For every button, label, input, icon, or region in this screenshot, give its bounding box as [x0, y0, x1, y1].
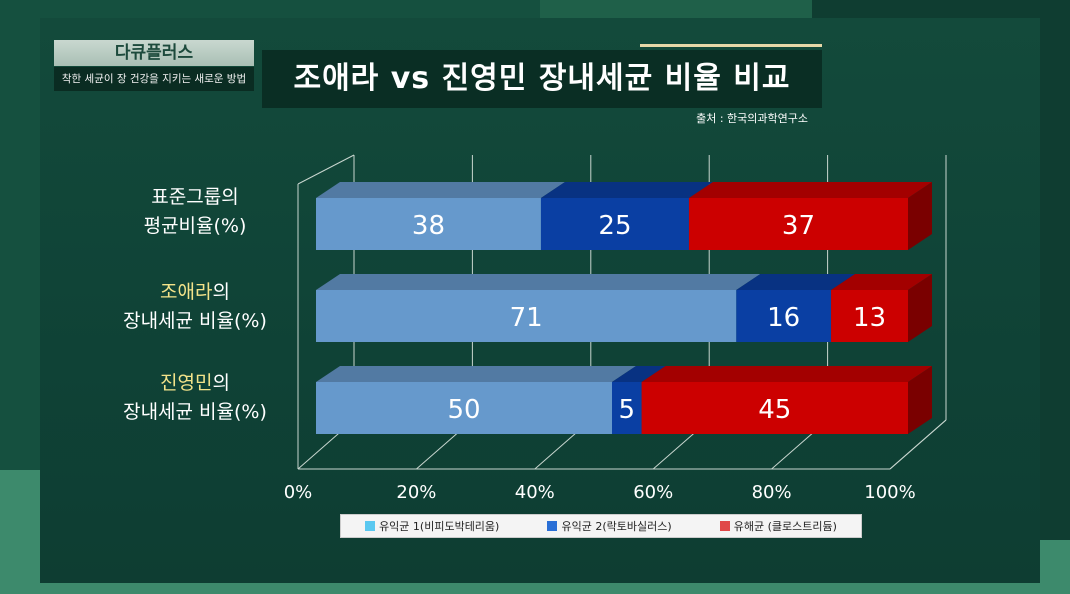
- legend-item: 유익균 2(락토바실러스): [547, 518, 672, 534]
- row-label-line1: 조애라의: [100, 278, 290, 307]
- bar-top: [831, 274, 932, 290]
- row-label-line2: 장내세균 비율(%): [123, 310, 267, 332]
- data-label: 25: [598, 211, 631, 241]
- bar-side: [908, 274, 932, 342]
- legend-item: 유익균 1(비피도박테리움): [365, 518, 499, 534]
- bar-side: [908, 182, 932, 250]
- row-label-line2: 평균비율(%): [143, 215, 247, 237]
- axis-line: [297, 154, 355, 185]
- row-label-standard: 표준그룹의 평균비율(%): [100, 183, 290, 241]
- row-label-rest: 표준그룹의: [151, 186, 239, 208]
- tick-label: 100%: [864, 482, 915, 503]
- bar-top: [316, 274, 761, 290]
- data-label: 5: [619, 395, 636, 425]
- bar-top: [316, 182, 565, 198]
- row-label-rest: 의: [212, 281, 230, 303]
- legend-swatch: [365, 521, 376, 531]
- brand-title: 다큐플러스: [54, 40, 254, 66]
- bar: [316, 198, 541, 250]
- data-label: 13: [853, 303, 886, 333]
- row-label-line2: 장내세균 비율(%): [123, 401, 267, 423]
- data-label: 16: [767, 303, 800, 333]
- bar: [641, 382, 908, 434]
- bar: [316, 382, 612, 434]
- data-label: 45: [758, 395, 791, 425]
- legend-swatch: [719, 521, 730, 531]
- data-label: 50: [447, 395, 480, 425]
- bar-top: [688, 182, 932, 198]
- row-label-line1: 표준그룹의: [100, 183, 290, 212]
- tick-label: 20%: [396, 482, 436, 503]
- brand-subtitle: 착한 세균이 장 건강을 지키는 새로운 방법: [54, 67, 254, 91]
- row-label-joaera: 조애라의 장내세균 비율(%): [100, 278, 290, 336]
- tick-label: 80%: [752, 482, 792, 503]
- bar: [736, 290, 832, 342]
- data-label: 71: [510, 303, 543, 333]
- bar: [316, 290, 737, 342]
- legend-swatch: [547, 521, 558, 531]
- tick-label: 60%: [633, 482, 673, 503]
- chart-title: 조애라 vs 진영민 장내세균 비율 비교: [293, 61, 791, 96]
- title-box: 조애라 vs 진영민 장내세균 비율 비교: [262, 50, 822, 108]
- data-label: 38: [412, 211, 445, 241]
- legend-label: 유익균 1(비피도박테리움): [379, 520, 500, 533]
- title-accent-line: [640, 44, 822, 47]
- row-label-jinyoungmin: 진영민의 장내세균 비율(%): [100, 369, 290, 427]
- row-label-line1: 진영민의: [100, 369, 290, 398]
- legend-label: 유익균 2(락토바실러스): [561, 520, 672, 533]
- source-note: 출처 : 한국의과학연구소: [696, 112, 808, 125]
- brand-box: 다큐플러스 착한 세균이 장 건강을 지키는 새로운 방법: [54, 40, 254, 92]
- bar-top: [736, 274, 856, 290]
- bar: [831, 290, 908, 342]
- axis-line: [889, 419, 947, 470]
- legend-label: 유해균 (클로스트리듐): [733, 520, 837, 533]
- bar: [688, 198, 908, 250]
- data-label: 37: [782, 211, 815, 241]
- tick-label: 40%: [515, 482, 555, 503]
- legend: 유익균 1(비피도박테리움) 유익균 2(락토바실러스) 유해균 (클로스트리듐…: [340, 514, 862, 538]
- row-label-highlight: 진영민: [160, 372, 213, 394]
- bar-side: [908, 366, 932, 434]
- legend-item: 유해균 (클로스트리듐): [719, 518, 837, 534]
- bar-top: [641, 366, 932, 382]
- bar-top: [316, 366, 636, 382]
- row-label-highlight: 조애라: [160, 281, 213, 303]
- bar-top: [612, 366, 666, 382]
- bar: [612, 382, 642, 434]
- tick-label: 0%: [284, 482, 313, 503]
- row-label-rest: 의: [212, 372, 230, 394]
- bar: [540, 198, 689, 250]
- bar-top: [540, 182, 713, 198]
